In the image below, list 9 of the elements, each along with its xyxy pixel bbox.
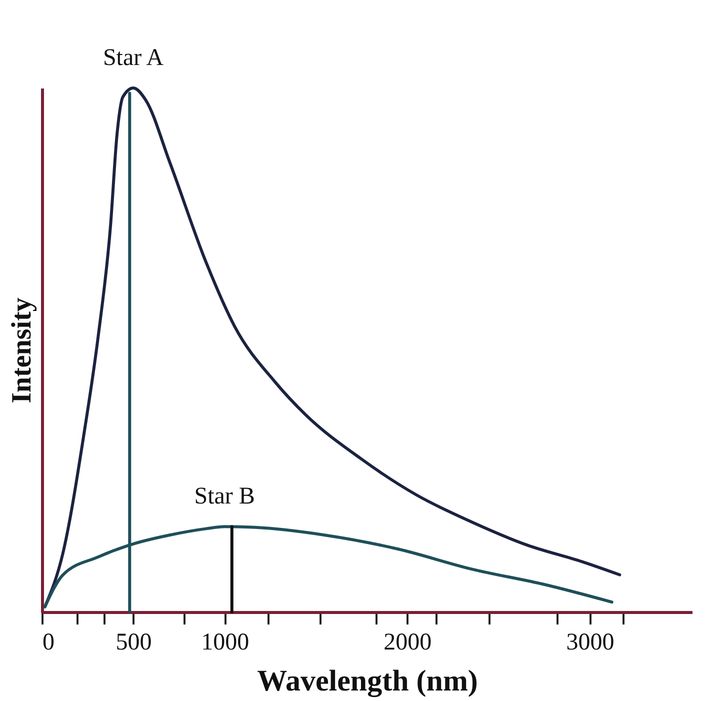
- y-axis-title: Intensity: [6, 298, 38, 404]
- x-tick-label: 3000: [566, 630, 614, 656]
- x-tick-label: 0: [42, 630, 54, 656]
- series-label: Star A: [102, 45, 164, 71]
- x-axis-title: Wavelength (nm): [257, 664, 478, 698]
- x-tick-label: 500: [116, 630, 152, 656]
- x-tick-label: 2000: [384, 630, 432, 656]
- x-tick-label: 1000: [201, 630, 250, 656]
- series-label: Star B: [194, 484, 255, 510]
